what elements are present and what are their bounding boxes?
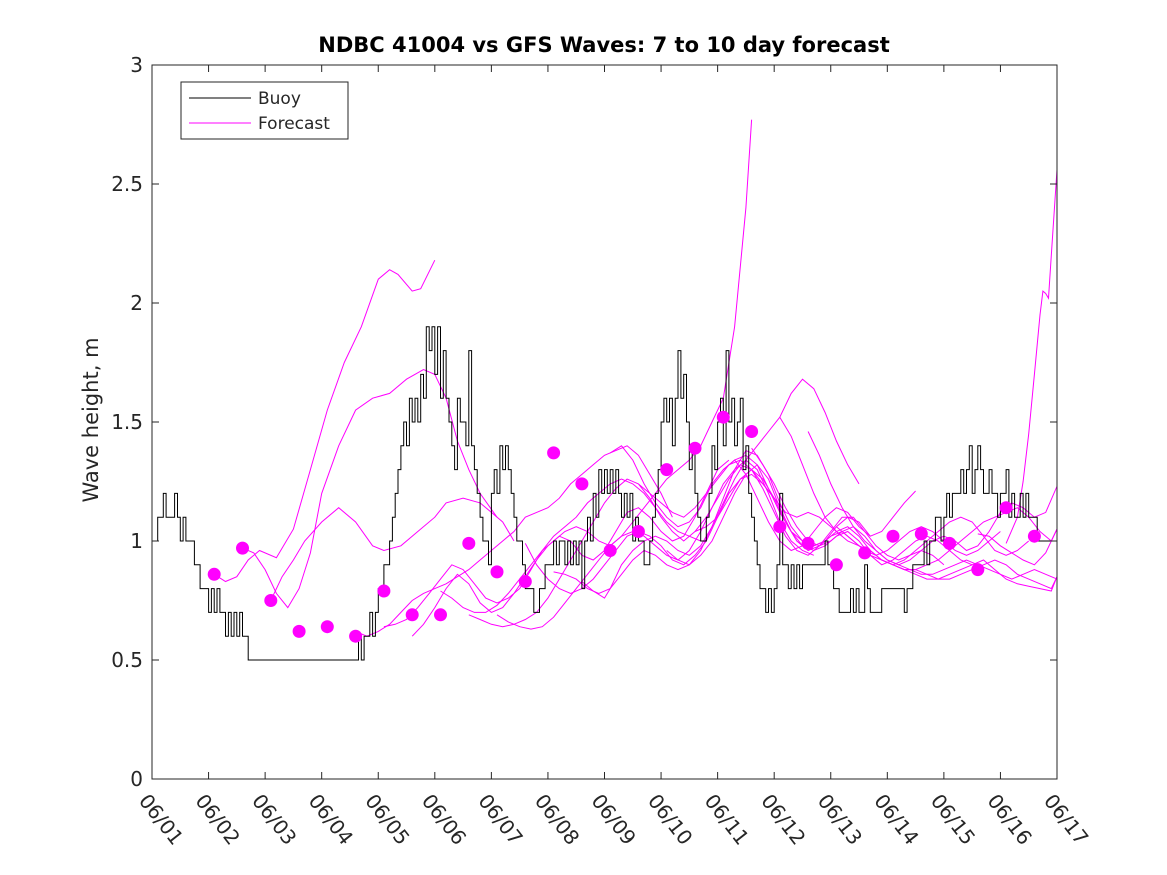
forecast-marker-23 bbox=[829, 558, 843, 572]
forecast-series bbox=[213, 119, 1057, 637]
forecast-marker-17 bbox=[660, 463, 674, 477]
forecast-marker-2 bbox=[236, 541, 249, 555]
forecast-marker-7 bbox=[377, 584, 391, 598]
forecast-line-1 bbox=[213, 259, 436, 583]
forecast-marker-20 bbox=[745, 425, 759, 438]
buoy-line bbox=[152, 326, 1057, 661]
forecast-marker-4 bbox=[292, 624, 306, 638]
forecast-marker-26 bbox=[914, 527, 928, 541]
y-tick-label: 1 bbox=[130, 529, 143, 553]
forecast-marker-8 bbox=[405, 608, 419, 622]
chart-title: NDBC 41004 vs GFS Waves: 7 to 10 day for… bbox=[318, 33, 889, 57]
legend-box bbox=[180, 81, 349, 140]
forecast-line-2 bbox=[242, 369, 498, 609]
forecast-marker-25 bbox=[886, 529, 900, 543]
legend: Buoy Forecast bbox=[180, 81, 349, 140]
forecast-line-7 bbox=[440, 119, 753, 613]
forecast-line-14 bbox=[638, 464, 945, 566]
y-tick-label: 0 bbox=[130, 767, 143, 791]
buoy-series bbox=[152, 326, 1057, 661]
forecast-marker-18 bbox=[688, 441, 702, 455]
forecast-marker-3 bbox=[264, 594, 278, 607]
forecast-marker-19 bbox=[716, 410, 730, 424]
forecast-marker-21 bbox=[773, 520, 787, 534]
forecast-marker-14 bbox=[575, 477, 589, 491]
y-tick-label: 2 bbox=[130, 291, 143, 315]
forecast-marker-29 bbox=[999, 501, 1013, 515]
forecast-line-22 bbox=[892, 559, 1057, 592]
forecast-marker-5 bbox=[320, 620, 334, 634]
forecast-line-20 bbox=[807, 431, 1057, 580]
forecast-marker-22 bbox=[801, 536, 815, 550]
y-tick-label: 3 bbox=[130, 53, 143, 77]
forecast-line-12 bbox=[581, 378, 860, 599]
forecast-marker-30 bbox=[1027, 529, 1041, 543]
forecast-marker-9 bbox=[434, 608, 447, 622]
forecast-marker-24 bbox=[858, 546, 872, 560]
forecast-marker-1 bbox=[207, 567, 221, 581]
forecast-marker-10 bbox=[462, 536, 476, 550]
forecast-line-23 bbox=[977, 528, 1057, 566]
forecast-marker-15 bbox=[603, 544, 617, 557]
forecast-markers bbox=[207, 410, 1041, 643]
forecast-line-8 bbox=[468, 459, 786, 628]
forecast-line-19 bbox=[779, 416, 1057, 571]
y-axis: 0 0.5 1 1.5 2 2.5 3 bbox=[111, 53, 1057, 791]
forecast-marker-27 bbox=[943, 536, 956, 550]
legend-buoy-label: Buoy bbox=[258, 89, 301, 109]
forecast-line-3 bbox=[270, 497, 515, 601]
plot-background bbox=[152, 65, 1057, 779]
forecast-marker-12 bbox=[518, 575, 532, 588]
forecast-line-4 bbox=[355, 445, 673, 637]
plot-area bbox=[152, 65, 1057, 779]
legend-forecast-label: Forecast bbox=[258, 114, 330, 134]
y-axis-label: Wave height, m bbox=[79, 337, 103, 502]
forecast-marker-6 bbox=[349, 629, 363, 643]
forecast-line-21 bbox=[836, 526, 1057, 590]
y-tick-label: 1.5 bbox=[111, 410, 143, 434]
y-tick-label: 0.5 bbox=[111, 648, 143, 672]
forecast-marker-13 bbox=[547, 446, 561, 460]
y-tick-label: 2.5 bbox=[111, 172, 143, 196]
forecast-marker-28 bbox=[971, 563, 985, 577]
forecast-marker-16 bbox=[631, 525, 645, 538]
forecast-marker-11 bbox=[490, 565, 504, 579]
